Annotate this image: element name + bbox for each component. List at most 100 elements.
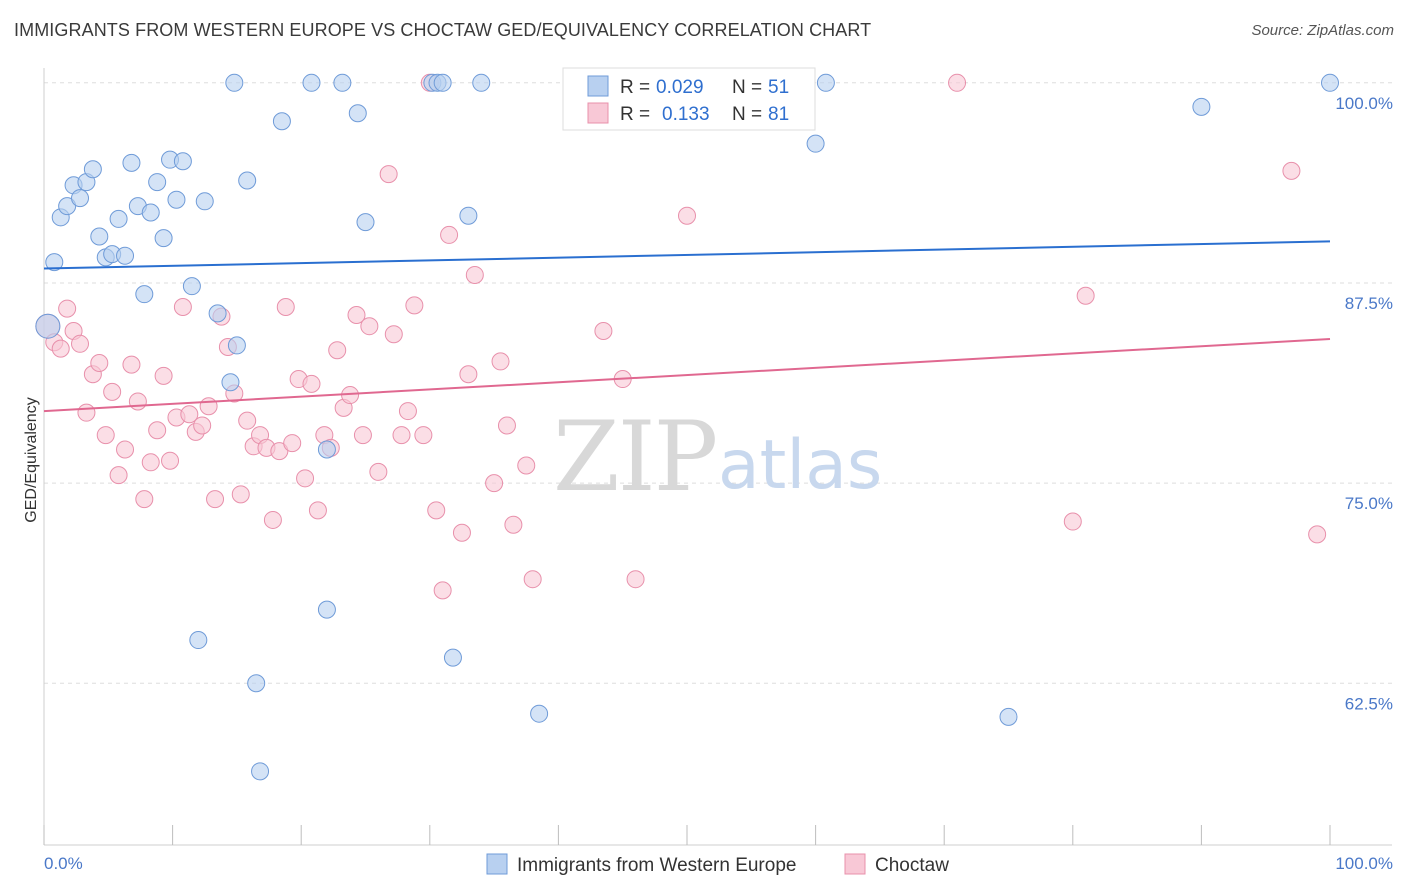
grid-layer [44,82,1392,684]
western-europe-trend-line [43,240,1331,270]
western-europe-point [333,73,352,92]
choctaw-point [353,426,372,445]
western-europe-point [302,73,321,92]
legend-swatch-pink [587,102,609,124]
legend-r-label-2: R = [620,104,650,125]
y-tick-label: 100.0% [1335,94,1393,113]
western-europe-points [35,73,1339,781]
western-europe-point [472,73,491,92]
choctaw-point [678,206,696,225]
y-tick-label: 87.5% [1345,294,1393,313]
choctaw-point [405,296,424,315]
watermark-zip: ZIP [553,401,716,513]
choctaw-point [459,365,478,384]
x-tick-label-end: 100.0% [1335,854,1393,873]
choctaw-point [71,334,90,353]
choctaw-point [392,426,411,445]
choctaw-point [308,501,327,520]
western-europe-point [806,134,825,153]
western-europe-point [317,440,336,459]
western-europe-point [154,229,173,248]
western-europe-point [195,192,214,211]
choctaw-point [427,501,446,520]
choctaw-point [154,366,173,385]
choctaw-point [440,225,459,244]
y-tick-label: 75.0% [1345,494,1393,513]
western-europe-point [141,203,160,222]
trend-lines [43,240,1331,413]
legend-n-label-2: N = [732,104,762,125]
choctaw-point [141,453,160,472]
choctaw-point [1063,512,1082,531]
choctaw-point [626,570,645,589]
choctaw-point [302,374,321,393]
choctaw-point [384,325,403,344]
choctaw-point [347,305,366,324]
western-europe-point [45,253,64,272]
y-tick-label: 62.5% [1345,694,1393,713]
choctaw-point [263,510,282,529]
western-europe-point [58,197,77,216]
western-europe-point [433,73,452,92]
legend-r-value-1: 0.029 [656,77,704,98]
choctaw-point [58,299,77,318]
western-europe-point [122,153,141,172]
choctaw-point [128,392,147,411]
choctaw-point [1076,286,1095,305]
choctaw-point [433,581,452,600]
choctaw-point [276,297,295,316]
western-europe-point [1192,97,1211,116]
choctaw-point [379,165,398,184]
series-legend-swatch-pink [844,853,866,875]
choctaw-point [270,442,289,461]
western-europe-point [83,160,102,179]
western-europe-point [182,277,201,296]
choctaw-point [122,355,141,374]
western-europe-point [221,373,240,392]
choctaw-point [161,451,180,470]
western-europe-point [459,206,478,225]
western-europe-point [348,104,367,123]
axes-layer [43,68,1392,846]
choctaw-point [465,265,484,284]
choctaw-point [77,403,96,422]
choctaw-point [504,515,523,534]
choctaw-point [485,474,504,493]
legend-n-label-1: N = [732,77,762,98]
western-europe-point [173,152,192,171]
choctaw-point [199,397,218,416]
western-europe-point [251,762,270,781]
western-europe-point [247,674,266,693]
choctaw-point [369,462,388,481]
y-tick-labels: 62.5% 75.0% 87.5% 100.0% [1335,94,1393,713]
series-legend-label-choctaw: Choctaw [875,855,949,876]
choctaw-trend-line [43,338,1331,413]
western-europe-point [356,213,375,232]
western-europe-point [999,707,1018,726]
western-europe-point [530,704,549,723]
y-axis-label: GED/Equivalency [23,397,40,522]
choctaw-point [1308,525,1327,544]
correlation-legend: R = 0.029 N = 51 R = 0.133 N = 81 [562,67,816,131]
western-europe-point [317,600,336,619]
watermark-atlas: atlas [718,426,882,505]
choctaw-point [948,73,967,92]
choctaw-point [206,490,225,509]
choctaw-point [148,421,167,440]
choctaw-point [173,297,192,316]
choctaw-point [135,490,154,509]
choctaw-point [283,434,302,453]
western-europe-point [227,336,246,355]
western-europe-point [116,246,135,265]
choctaw-points [35,73,1327,600]
western-europe-point [71,189,90,208]
choctaw-point [517,456,536,475]
choctaw-point [231,485,250,504]
x-tick-labels: 0.0% 100.0% [44,854,1393,873]
western-europe-point [35,313,61,339]
choctaw-point [96,426,115,445]
western-europe-point [816,73,835,92]
source-label: Source: ZipAtlas.com [1251,22,1394,39]
choctaw-point [90,354,109,373]
